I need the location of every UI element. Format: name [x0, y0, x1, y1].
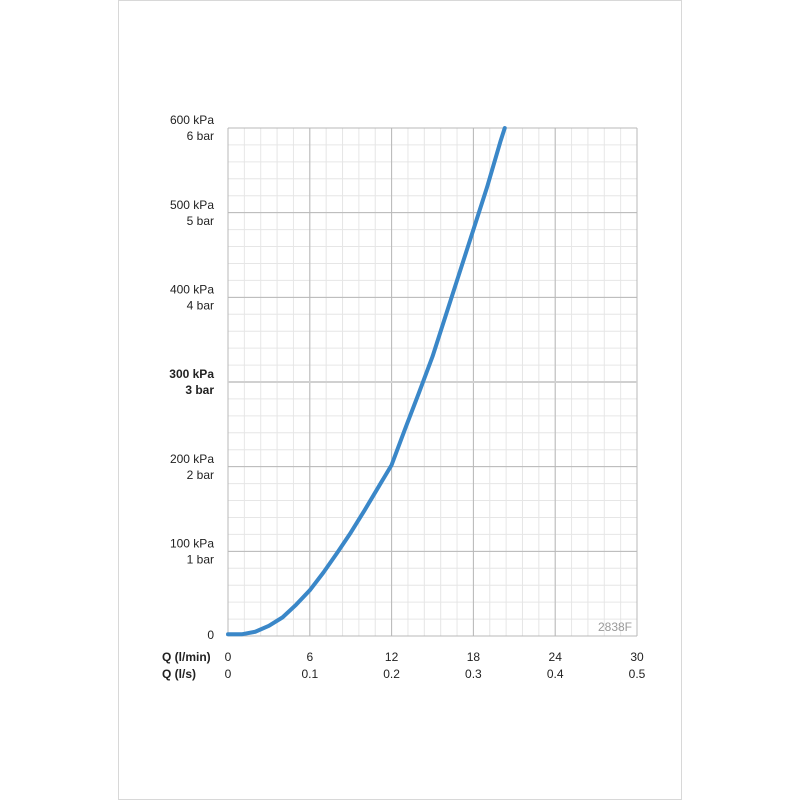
x-axis-label: Q (l/min)	[162, 650, 211, 664]
annotation: 2838F	[598, 620, 632, 634]
x2-tick-label: 0.5	[629, 667, 646, 681]
y-tick-label: 300 kPa	[169, 367, 214, 381]
y-tick-label: 600 kPa	[170, 113, 214, 127]
y2-tick-label: 6 bar	[187, 129, 214, 143]
y2-tick-label: 5 bar	[187, 214, 214, 228]
x-tick-label: 30	[630, 650, 644, 664]
curve	[226, 126, 507, 637]
y-tick-label: 400 kPa	[170, 283, 214, 297]
x-tick-label: 0	[225, 650, 232, 664]
x-tick-label: 18	[467, 650, 481, 664]
y-tick-label: 500 kPa	[170, 198, 214, 212]
y2-tick-label: 1 bar	[187, 553, 214, 567]
x2-tick-label: 0.1	[301, 667, 318, 681]
x2-tick-label: 0	[225, 667, 232, 681]
x-tick-label: 6	[306, 650, 313, 664]
y2-tick-label: 2 bar	[187, 468, 214, 482]
x2-axis-label: Q (l/s)	[162, 667, 196, 681]
y-tick-label: 200 kPa	[170, 452, 214, 466]
x2-tick-label: 0.4	[547, 667, 564, 681]
x2-tick-label: 0.2	[383, 667, 400, 681]
x2-tick-label: 0.3	[465, 667, 482, 681]
y2-tick-label: 3 bar	[185, 383, 214, 397]
y2-tick-label: 4 bar	[187, 299, 214, 313]
y-tick-label: 100 kPa	[170, 537, 214, 551]
x-tick-label: 12	[385, 650, 399, 664]
y-tick-label: 0	[207, 628, 214, 642]
x-tick-label: 24	[549, 650, 563, 664]
